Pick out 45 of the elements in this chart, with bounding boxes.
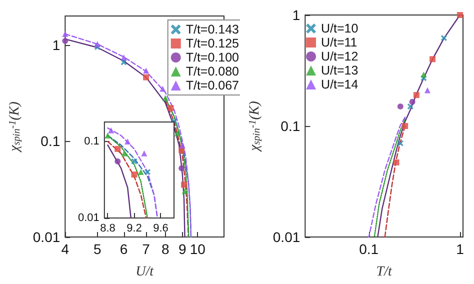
legend-label: U/t=10 <box>321 22 358 36</box>
y-tick-label: 0.01 <box>78 212 100 224</box>
x-tick-label: 9.2 <box>126 222 142 234</box>
point <box>104 132 111 138</box>
legend-label: T/t=0.100 <box>186 50 240 64</box>
x-tick-label: 6 <box>120 241 128 257</box>
x-tick-label: 8 <box>161 241 170 257</box>
y-tick-label: 1 <box>292 7 300 23</box>
y-axis-title: χspin-1(K) <box>8 101 22 154</box>
x-tick-label: 4 <box>61 241 70 257</box>
y-tick-label: 0.01 <box>272 229 300 245</box>
legend-label: U/t=13 <box>321 64 358 78</box>
x-axis-title: U/t <box>136 264 155 280</box>
point <box>124 138 131 145</box>
legend-label: U/t=14 <box>321 78 358 92</box>
y-axis-title: χspin-1(K) <box>248 100 262 153</box>
point <box>141 150 148 156</box>
x-tick-label: 5 <box>94 241 102 257</box>
x-tick-label: 0.1 <box>359 241 379 257</box>
point <box>131 172 138 178</box>
x-tick-label: 7 <box>142 241 150 257</box>
legend-label: U/t=12 <box>321 50 358 64</box>
x-tick-label: 10 <box>190 241 206 257</box>
y-tick-label: 0.1 <box>280 118 300 134</box>
point <box>131 158 138 164</box>
point <box>114 146 121 152</box>
point <box>138 168 144 175</box>
y-tick-label: 1 <box>52 36 60 53</box>
x-tick-label: 9.6 <box>153 222 168 234</box>
y-tick-label: 0.1 <box>40 132 60 149</box>
point <box>108 127 114 134</box>
x-axis-title: T/t <box>376 264 393 280</box>
legend-label: T/t=0.080 <box>186 64 240 78</box>
point <box>114 158 121 164</box>
line-series <box>107 144 132 219</box>
x-tick-label: 8.8 <box>100 222 116 234</box>
legend-label: T/t=0.125 <box>186 36 240 50</box>
point <box>144 168 150 175</box>
legend-label: T/t=0.143 <box>186 22 240 36</box>
x-tick-label: 9 <box>178 241 187 257</box>
legend-label: U/t=11 <box>321 36 358 50</box>
point <box>121 150 128 156</box>
y-tick-label: 0.01 <box>32 229 60 245</box>
x-tick-label: 1 <box>456 241 464 257</box>
legend-label: T/t=0.067 <box>186 78 240 92</box>
